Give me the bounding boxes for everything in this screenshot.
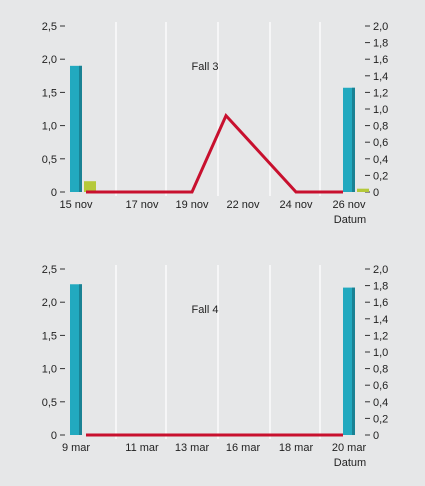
- right-axis-label: 1,2: [373, 87, 388, 99]
- left-axis-label: 1,0: [42, 364, 57, 376]
- right-axis-label: 2,0: [373, 21, 388, 33]
- x-axis-label: 20 mar: [332, 442, 367, 454]
- chart-annotation: Fall 4: [192, 304, 219, 316]
- chart-fall-3: 0 0,5 1,0 1,5 2,0 2,5 0 0,2 0,4 0,6 0,8 1,0 1,2 1,4 1,…: [42, 21, 389, 226]
- right-axis-label: 0: [373, 430, 379, 442]
- left-axis-label: 2,5: [42, 264, 57, 276]
- x-axis-label: 22 nov: [226, 199, 260, 211]
- right-axis-label: 1,4: [373, 314, 388, 326]
- bar-teal-shade: [352, 287, 355, 435]
- right-axis-label: 0,4: [373, 397, 388, 409]
- right-axis-label: 0,2: [373, 170, 388, 182]
- right-axis-label: 0,8: [373, 364, 388, 376]
- left-axis-label: 2,0: [42, 297, 57, 309]
- right-axis-label: 1,8: [373, 281, 388, 293]
- x-axis-title: Datum: [334, 457, 366, 469]
- x-axis-label: 15 nov: [59, 199, 93, 211]
- left-axis-label: 1,0: [42, 121, 57, 133]
- x-axis-label: 13 mar: [175, 442, 210, 454]
- right-axis-label: 0,6: [373, 380, 388, 392]
- x-axis-label: 26 nov: [332, 199, 366, 211]
- chart-annotation: Fall 3: [192, 61, 219, 73]
- right-axis-label: 1,0: [373, 104, 388, 116]
- bar-teal-shade: [352, 87, 355, 192]
- x-axis-label: 9 mar: [62, 442, 90, 454]
- right-axis-label: 1,4: [373, 71, 388, 83]
- x-axis-label: 16 mar: [226, 442, 261, 454]
- chart-fall-4: 0 0,5 1,0 1,5 2,0 2,5 0 0,2 0,4 0,6 0,8 1,0 1,2 1,4 1,…: [42, 264, 389, 469]
- left-axis-label: 2,0: [42, 54, 57, 66]
- bar-teal-shade: [79, 284, 82, 435]
- left-axis-label: 0,5: [42, 397, 57, 409]
- x-axis-label: 24 nov: [279, 199, 313, 211]
- left-axis-label: 0,5: [42, 154, 57, 166]
- right-axis-label: 2,0: [373, 264, 388, 276]
- x-axis-label: 19 nov: [175, 199, 209, 211]
- bar-green: [84, 181, 96, 192]
- x-axis-title: Datum: [334, 214, 366, 226]
- right-axis-label: 0: [373, 187, 379, 199]
- right-axis-label: 0,6: [373, 137, 388, 149]
- right-axis-label: 0,8: [373, 121, 388, 133]
- left-axis-label: 1,5: [42, 87, 57, 99]
- right-axis-label: 0,2: [373, 413, 388, 425]
- bar-green: [357, 188, 369, 192]
- right-axis-label: 1,0: [373, 347, 388, 359]
- x-axis-label: 17 nov: [125, 199, 159, 211]
- left-axis-label: 2,5: [42, 21, 57, 33]
- left-axis-label: 0: [51, 187, 57, 199]
- left-axis-label: 1,5: [42, 330, 57, 342]
- right-axis-label: 1,8: [373, 38, 388, 50]
- bar-teal-shade: [79, 65, 82, 192]
- right-axis-label: 1,6: [373, 297, 388, 309]
- right-axis-label: 1,2: [373, 330, 388, 342]
- x-axis-label: 18 mar: [279, 442, 314, 454]
- line-series: [86, 112, 343, 194]
- left-axis-label: 0: [51, 430, 57, 442]
- x-axis-label: 11 mar: [125, 442, 159, 454]
- right-axis-label: 0,4: [373, 154, 388, 166]
- right-axis-label: 1,6: [373, 54, 388, 66]
